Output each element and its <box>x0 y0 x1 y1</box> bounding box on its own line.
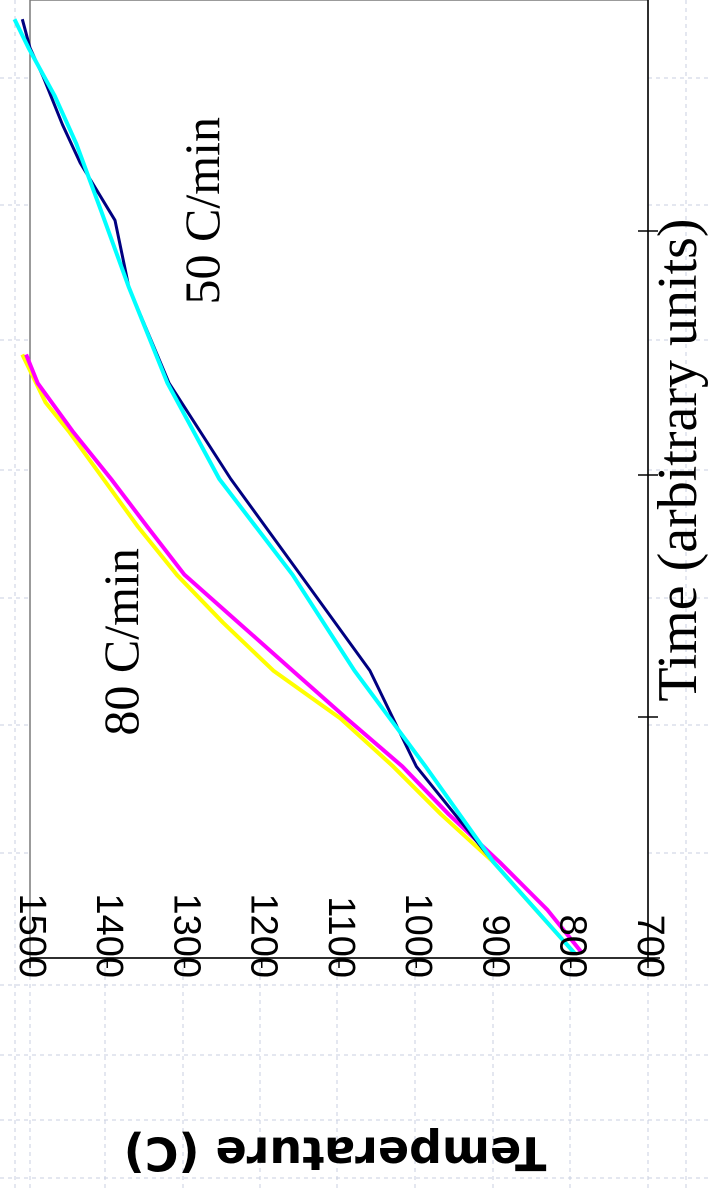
temperature-tick-label: 1100 <box>320 896 362 978</box>
labels: 700 800 900 1000 1100 1200 1300 1400 1500 80 C/mi… <box>11 117 709 1181</box>
series-line-3 <box>12 18 577 955</box>
plot-frame <box>29 0 649 959</box>
temperature-tick-label: 900 <box>474 915 516 978</box>
temperature-tick-label: 1200 <box>243 893 285 978</box>
annotation-1: 50 C/min <box>174 117 230 305</box>
annotation-0: 80 C/min <box>93 548 149 736</box>
y-axis-title: Temperature (C) <box>124 1127 547 1181</box>
temperature-tick-label: 1500 <box>11 893 53 978</box>
temperature-tick-label: 800 <box>552 915 594 978</box>
temperature-tick-label: 1400 <box>88 893 130 978</box>
x-axis-title: Time (arbitrary units) <box>647 218 709 701</box>
temperature-tick-label: 1000 <box>397 893 439 978</box>
temperature-tick-label: 700 <box>629 915 671 978</box>
temperature-tick-label: 1300 <box>165 893 207 978</box>
series-line-1 <box>24 353 584 955</box>
series-line-0 <box>20 353 577 955</box>
